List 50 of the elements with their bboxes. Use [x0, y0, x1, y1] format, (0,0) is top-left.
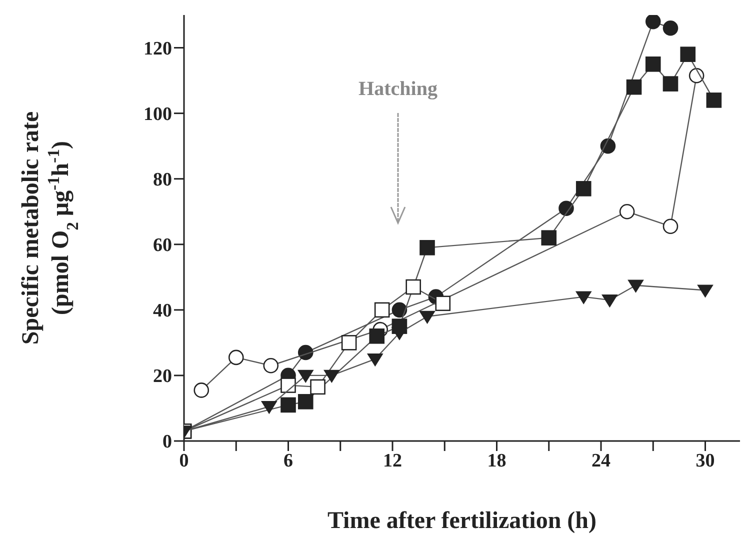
point: [261, 401, 277, 414]
point: [310, 379, 326, 395]
y-tick-label: 20: [153, 366, 172, 388]
point: [280, 397, 296, 413]
point: [420, 240, 435, 256]
x-tick-label: 6: [284, 450, 293, 472]
x-tick-label: 0: [179, 450, 189, 472]
point: [541, 230, 557, 246]
point: [602, 294, 618, 308]
y-tick-label: 100: [144, 104, 172, 126]
point: [280, 378, 296, 393]
point: [698, 284, 713, 298]
x-tick-label: 12: [383, 450, 402, 472]
point: [628, 280, 644, 292]
point: [194, 382, 210, 398]
point: [680, 46, 696, 62]
point: [435, 296, 451, 312]
point: [420, 310, 435, 324]
point: [367, 354, 383, 366]
y-tick-label: 40: [153, 300, 172, 322]
point: [576, 181, 592, 196]
point: [645, 56, 661, 72]
point: [662, 20, 678, 36]
point: [298, 394, 314, 410]
point: [263, 358, 279, 374]
annotation: Hatching: [358, 78, 438, 100]
point: [619, 204, 635, 220]
x-tick-label: 24: [592, 450, 611, 472]
x-axis-title: Time after fertilization (h): [327, 508, 597, 534]
point: [626, 79, 642, 95]
point: [324, 370, 340, 382]
x-tick-label: 18: [487, 450, 506, 472]
point: [341, 335, 357, 350]
point: [392, 302, 408, 318]
point: [662, 76, 678, 92]
y-tick-label: 120: [144, 38, 172, 60]
point: [406, 279, 421, 295]
point: [369, 328, 385, 344]
y-tick-label: 60: [153, 235, 172, 256]
point: [706, 92, 722, 108]
point: [228, 350, 244, 366]
point: [576, 291, 592, 304]
point: [662, 218, 678, 234]
x-tick-label: 30: [696, 450, 715, 472]
point: [392, 327, 408, 340]
point: [298, 370, 314, 382]
y-tick-label: 80: [153, 170, 172, 191]
point: [645, 15, 661, 30]
point: [374, 302, 390, 318]
y-tick-label: 0: [162, 432, 172, 453]
